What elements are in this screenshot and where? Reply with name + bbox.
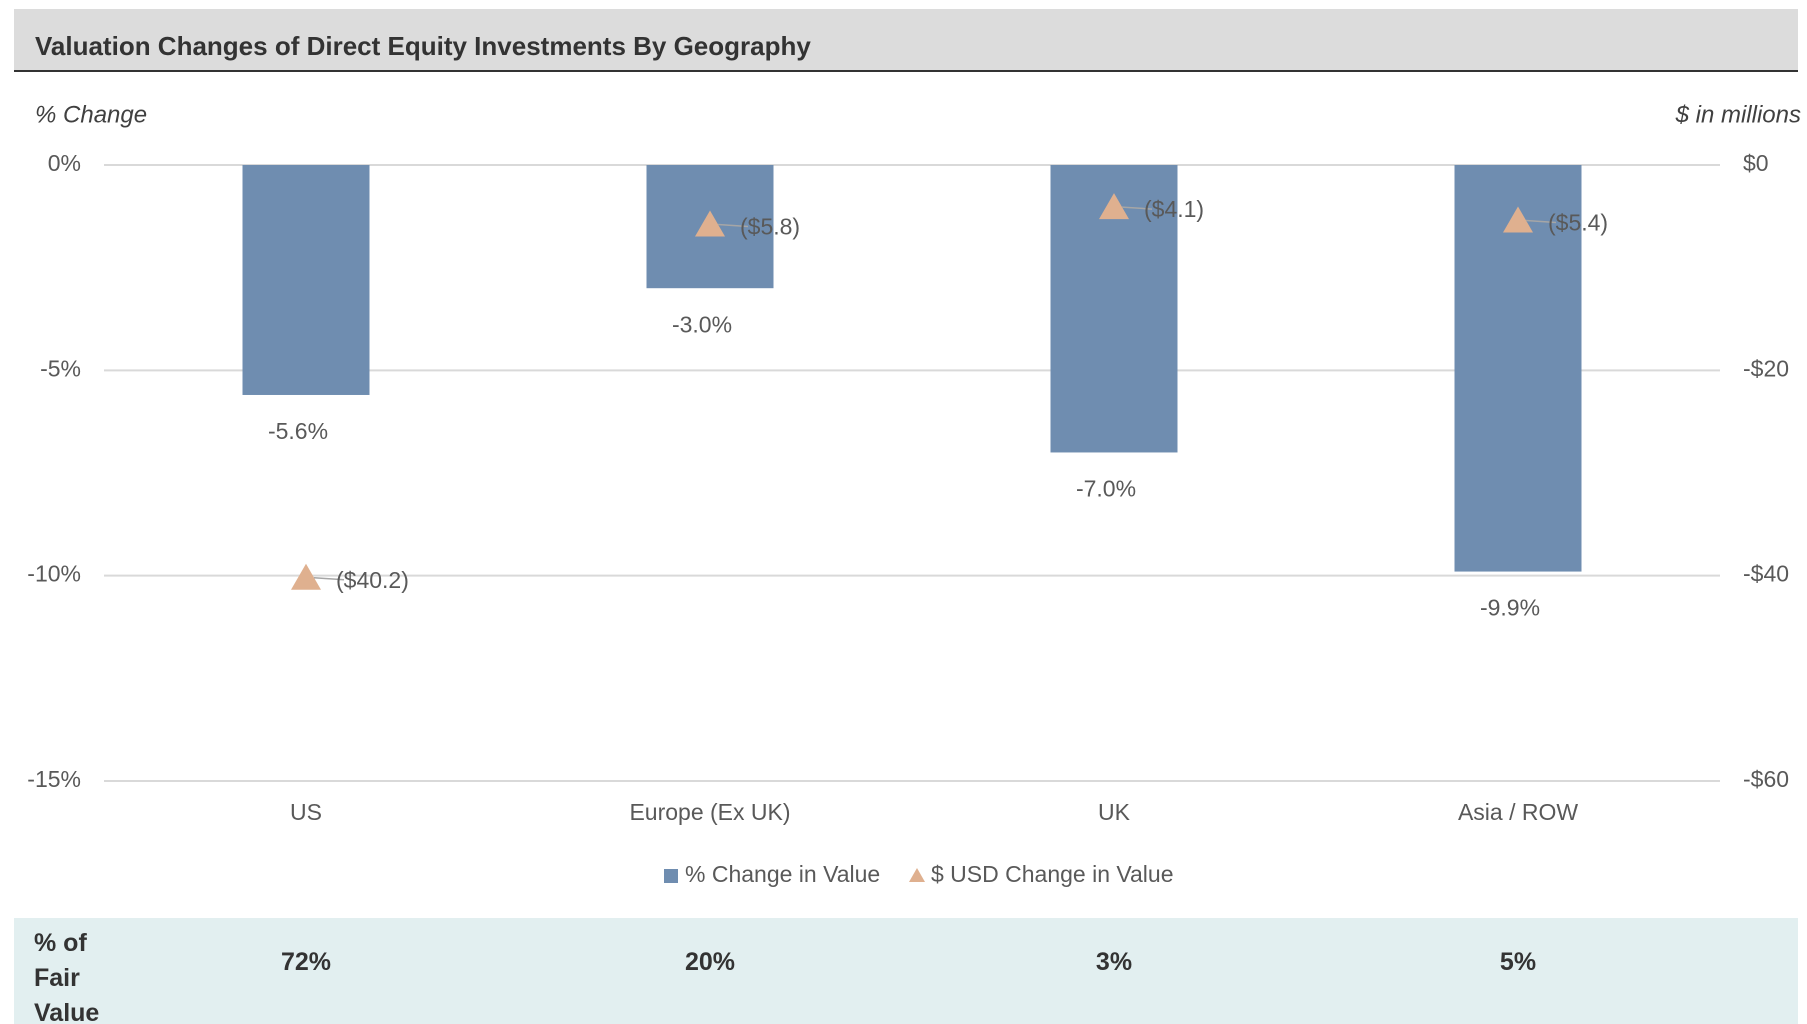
data-label: ($5.8) [740,214,800,240]
legend-label: $ USD Change in Value [931,861,1174,887]
data-label: ($4.1) [1144,196,1204,222]
y2-tick-label: -$40 [1743,561,1789,587]
triangle-marker [291,563,321,590]
leader-line [1525,219,1557,224]
fair-value-table: % of Fair Value 72% 20% 3% 5% [14,918,1798,1024]
y2-axis-label: $ in millions [1675,101,1801,128]
y-axis-label: % Change [35,101,147,128]
legend-label: % Change in Value [685,861,880,887]
data-label: -7.0% [1076,476,1136,502]
y-tick-label: -5% [40,355,81,381]
y2-tick-label: -$60 [1743,766,1789,792]
y2-tick-label: $0 [1743,150,1769,176]
y-tick-label: -10% [27,561,81,587]
table-value: 72% [280,948,332,976]
x-tick-label: US [290,799,322,825]
x-tick-label: Europe (Ex UK) [629,799,790,825]
legend-marker [909,868,925,882]
leader-line [313,576,345,581]
y-tick-label: -15% [27,766,81,792]
bar [242,165,370,395]
x-tick-label: UK [1098,799,1131,825]
x-tick-label: Asia / ROW [1458,799,1578,825]
data-label: -9.9% [1480,595,1540,621]
table-value: 5% [1499,948,1537,976]
leader-line [717,223,749,228]
triangle-marker [695,210,725,237]
data-label: -5.6% [268,418,328,444]
data-label: -3.0% [672,311,732,337]
bar [1454,165,1582,572]
y-tick-label: 0% [48,150,81,176]
triangle-marker [1503,206,1533,233]
title-bar [14,9,1798,71]
y2-tick-label: -$20 [1743,355,1789,381]
legend-marker [664,869,678,883]
table-value: 20% [684,948,736,976]
chart: Valuation Changes of Direct Equity Inves… [14,9,1801,887]
leader-line [1121,206,1153,210]
triangle-marker [1099,193,1129,220]
data-label: ($40.2) [336,567,409,593]
table-header: % of Fair Value [34,929,100,1024]
chart-title: Valuation Changes of Direct Equity Inves… [35,31,811,61]
data-label: ($5.4) [1548,210,1608,236]
table-value: 3% [1095,948,1133,976]
